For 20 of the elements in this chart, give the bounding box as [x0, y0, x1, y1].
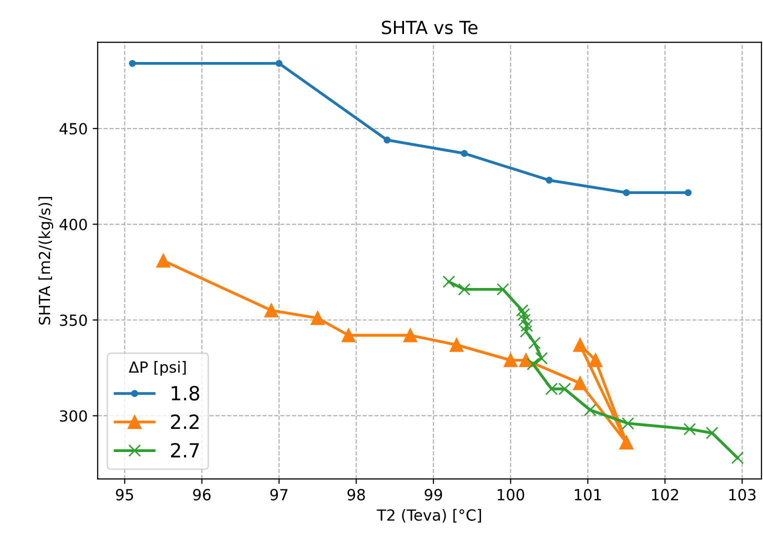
x-tick-label: 103	[729, 488, 756, 500]
legend-label: 2.7	[171, 442, 199, 458]
x-tick-label: 100	[498, 488, 524, 500]
legend-title: ΔP [psi]	[128, 361, 186, 376]
legend-label: 1.8	[172, 386, 200, 401]
chart-title: SHTA vs Te	[382, 20, 478, 34]
x-tick-label: 102	[652, 488, 678, 500]
y-tick-label: 350	[60, 314, 87, 326]
x-tick-label: 99	[424, 488, 442, 500]
x-tick-label: 97	[270, 488, 288, 500]
legend-label: 2.2	[171, 414, 199, 429]
x-tick-label: 96	[193, 488, 211, 500]
y-tick-label: 400	[60, 218, 87, 230]
x-tick-label: 98	[347, 488, 365, 500]
y-tick-label: 300	[60, 410, 87, 422]
x-tick-label: 95	[116, 488, 134, 500]
x-tick-label: 101	[574, 488, 601, 500]
y-tick-label: 450	[60, 122, 87, 135]
x-axis-title: T2 (Teva) [°C]	[376, 508, 481, 523]
y-axis-title: SHTA [m2/(kg/s)]	[38, 197, 54, 325]
